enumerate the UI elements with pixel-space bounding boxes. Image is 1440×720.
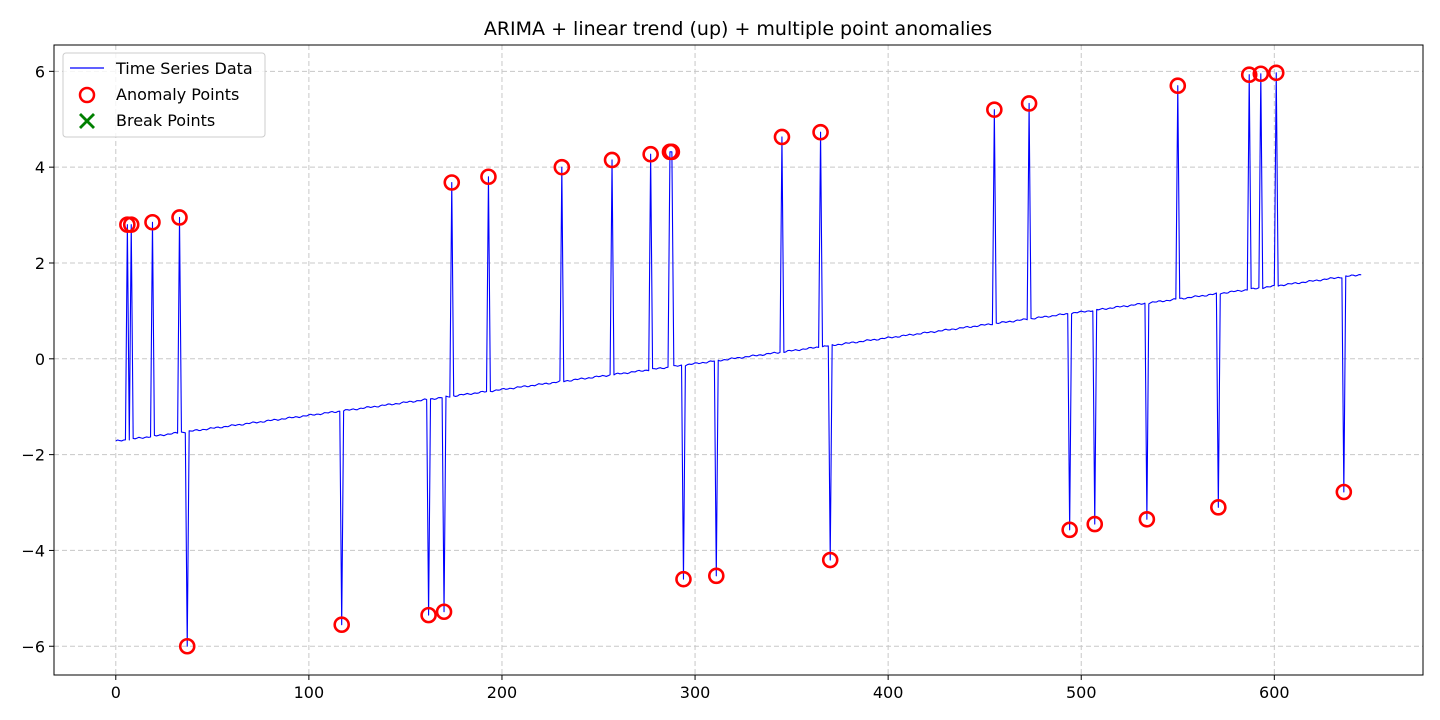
anomaly-point (1020, 95, 1038, 112)
legend-label-series: Time Series Data (115, 59, 253, 78)
x-tick-label: 300 (680, 683, 711, 702)
anomaly-point (812, 123, 829, 141)
x-tick-label: 600 (1259, 683, 1290, 702)
y-tick-label: 4 (35, 158, 45, 177)
anomaly-point (663, 143, 681, 161)
legend-anomaly-swatch (78, 86, 96, 104)
x-tick-label: 500 (1066, 683, 1097, 702)
anomaly-point (178, 637, 196, 655)
plot-frame (53, 44, 1424, 676)
anomaly-point (435, 603, 453, 621)
anomaly-point (821, 551, 839, 569)
legend-break-swatch (79, 113, 95, 129)
anomaly-point (1061, 521, 1078, 539)
anomaly-point (443, 174, 461, 191)
anomaly-markers-layer (119, 64, 1353, 655)
y-tick-label: −2 (21, 446, 45, 465)
anomaly-point (1335, 483, 1353, 501)
series-line-layer (115, 72, 1362, 647)
anomaly-point (1240, 66, 1258, 84)
legend-label-anomaly: Anomaly Points (116, 85, 239, 104)
anomaly-point (707, 567, 725, 585)
anomaly-point (1267, 64, 1285, 82)
anomaly-point (420, 606, 437, 624)
anomaly-point (603, 151, 621, 169)
y-tick-label: −4 (21, 541, 45, 560)
chart-title: ARIMA + linear trend (up) + multiple poi… (484, 18, 992, 40)
time-series-line (115, 72, 1362, 647)
y-tick-label: 2 (35, 254, 45, 273)
anomaly-point (480, 168, 497, 186)
anomaly-point (144, 213, 161, 231)
legend-label-break: Break Points (116, 111, 215, 130)
y-tick-label: 6 (35, 62, 45, 81)
anomaly-point (333, 616, 351, 633)
y-tick-label: 0 (35, 350, 45, 369)
y-tick-label: −6 (21, 637, 45, 656)
legend: Time Series Data Anomaly Points Break Po… (62, 52, 266, 138)
anomaly-point (1086, 515, 1104, 533)
legend-box (62, 52, 266, 138)
grid (54, 45, 1423, 675)
anomaly-point (642, 145, 659, 163)
x-tick-label: 200 (487, 683, 518, 702)
anomaly-point (122, 216, 140, 233)
x-tick-label: 100 (294, 683, 325, 702)
anomaly-point (773, 128, 791, 146)
anomaly-point (986, 101, 1003, 118)
anomaly-point (1169, 77, 1187, 95)
anomaly-point (675, 570, 692, 588)
x-tick-label: 0 (111, 683, 121, 702)
y-axis: −6 −4 −2 0 2 4 6 (21, 62, 54, 656)
anomaly-point (553, 158, 571, 176)
anomaly-point (1210, 499, 1227, 516)
x-tick-label: 400 (873, 683, 904, 702)
anomaly-point (171, 209, 188, 226)
x-axis: 0 100 200 300 400 500 600 (111, 675, 1290, 702)
anomaly-point (1252, 65, 1270, 83)
anomaly-point (1138, 510, 1156, 528)
